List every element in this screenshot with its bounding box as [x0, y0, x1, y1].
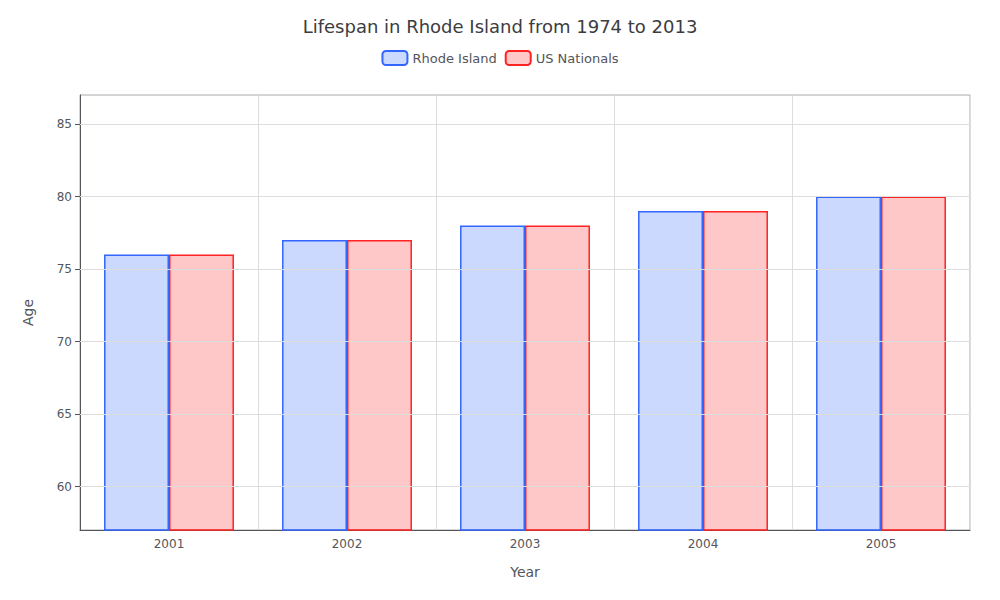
svg-text:2001: 2001 — [154, 537, 185, 551]
svg-text:2003: 2003 — [510, 537, 541, 551]
svg-text:US Nationals: US Nationals — [536, 51, 619, 66]
svg-text:70: 70 — [57, 335, 72, 349]
svg-text:80: 80 — [57, 190, 72, 204]
svg-text:2005: 2005 — [866, 537, 897, 551]
svg-text:60: 60 — [57, 480, 72, 494]
svg-text:2004: 2004 — [688, 537, 719, 551]
svg-text:Lifespan in Rhode Island from: Lifespan in Rhode Island from 1974 to 20… — [303, 16, 698, 37]
svg-text:2002: 2002 — [332, 537, 363, 551]
svg-text:Year: Year — [509, 564, 540, 580]
svg-text:Rhode Island: Rhode Island — [412, 51, 496, 66]
svg-text:65: 65 — [57, 407, 72, 421]
svg-text:Age: Age — [20, 299, 36, 326]
svg-text:85: 85 — [57, 117, 72, 131]
svg-text:75: 75 — [57, 262, 72, 276]
